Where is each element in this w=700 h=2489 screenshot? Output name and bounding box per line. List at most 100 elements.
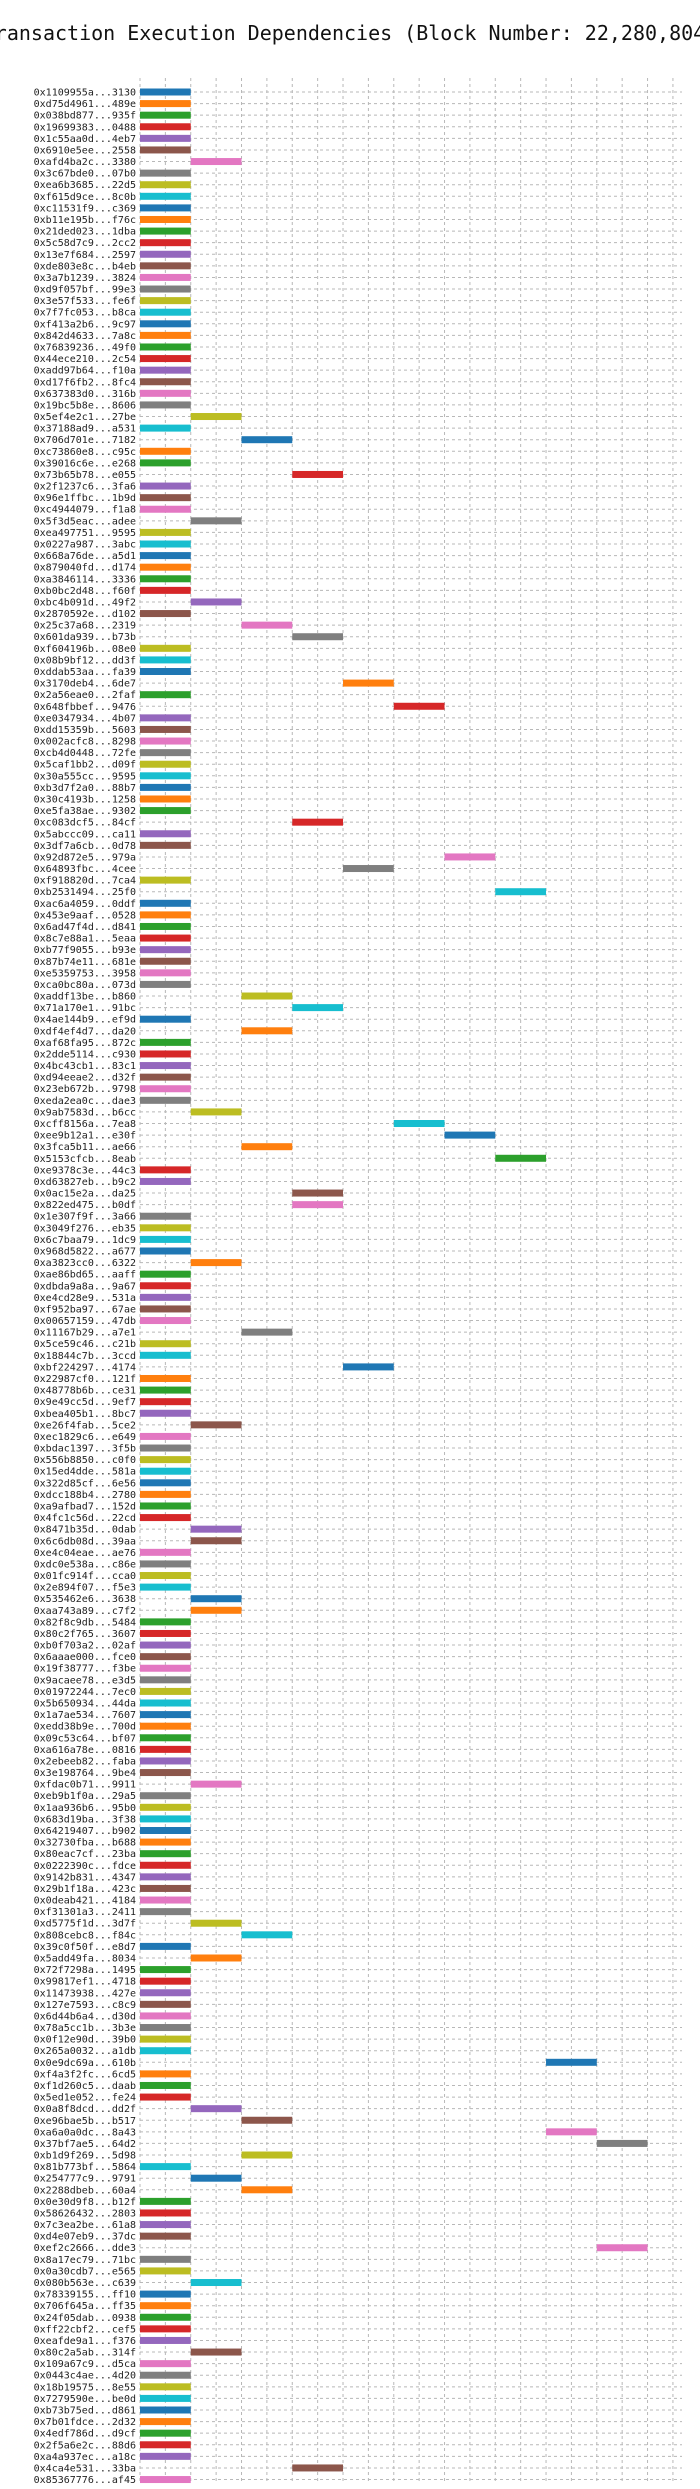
transaction-bar xyxy=(140,494,191,502)
y-tick-label: 0x2f5a6e2c...88d6 xyxy=(34,2440,136,2451)
transaction-bar xyxy=(140,273,191,281)
chart-title: Transaction Execution Dependencies (Bloc… xyxy=(0,21,700,45)
transaction-bar xyxy=(140,1641,191,1649)
y-tick-label: 0x3a7b1239...3824 xyxy=(34,273,136,284)
transaction-bar xyxy=(140,1293,191,1301)
y-tick-label: 0xbea405b1...8bc7 xyxy=(34,1409,136,1420)
y-tick-label: 0xff22cbf2...cef5 xyxy=(34,2324,136,2335)
transaction-bar xyxy=(140,2000,191,2008)
transaction-bar xyxy=(140,2394,191,2402)
y-tick-label: 0xedd38b9e...700d xyxy=(34,1722,136,1733)
y-tick-label: 0x7279590e...be0d xyxy=(34,2394,136,2405)
transaction-bar xyxy=(140,2255,191,2263)
transaction-bar xyxy=(140,1096,191,1104)
transaction-bar xyxy=(140,1467,191,1475)
y-tick-label: 0x78a5cc1b...3b3e xyxy=(34,2023,136,2034)
y-tick-label: 0xa6a0a0dc...8a43 xyxy=(34,2127,136,2138)
transaction-bar xyxy=(140,1479,191,1487)
y-tick-label: 0x78339155...ff10 xyxy=(34,2290,136,2301)
transaction-bar xyxy=(140,2232,191,2240)
transaction-bar xyxy=(140,1722,191,1730)
transaction-bar xyxy=(190,413,242,421)
y-tick-label: 0xa4a937ec...a18c xyxy=(34,2452,136,2463)
transaction-bar xyxy=(140,1977,191,1985)
transaction-bar xyxy=(140,2197,191,2205)
y-tick-label: 0xbc4b091d...49f2 xyxy=(34,597,136,608)
transaction-bar xyxy=(190,1954,242,1962)
transaction-bar xyxy=(140,1247,191,1255)
transaction-bar xyxy=(140,1050,191,1058)
transaction-bar xyxy=(140,2290,191,2298)
y-tick-label: 0x8a17ec79...71bc xyxy=(34,2255,136,2266)
transaction-bar xyxy=(393,1120,445,1128)
transaction-bar xyxy=(140,1177,191,1185)
transaction-bar xyxy=(190,1421,242,1429)
transaction-bar xyxy=(292,1201,344,1209)
transaction-bar xyxy=(140,969,191,977)
y-tick-label: 0xf952ba97...67ae xyxy=(34,1304,136,1315)
transaction-bar xyxy=(140,215,191,223)
y-tick-label: 0xadd97b64...f10a xyxy=(34,366,136,377)
y-tick-label: 0x5f3d5eac...adee xyxy=(34,516,136,527)
y-tick-label: 0xfdac0b71...9911 xyxy=(34,1780,136,1791)
y-tick-label: 0xee9b12a1...e30f xyxy=(34,1131,136,1142)
transaction-bar xyxy=(140,1351,191,1359)
transaction-bar xyxy=(140,1653,191,1661)
y-tick-label: 0xf1d260c5...daab xyxy=(34,2081,136,2092)
transaction-bar xyxy=(190,158,242,166)
y-tick-label: 0xbdac1397...3f5b xyxy=(34,1444,136,1455)
y-tick-label: 0x48778b6b...ce31 xyxy=(34,1386,136,1397)
y-tick-label: 0xdcc188b4...2780 xyxy=(34,1490,136,1501)
y-tick-label: 0x2870592e...d102 xyxy=(34,609,136,620)
transaction-bar xyxy=(140,760,191,768)
y-tick-label: 0x37188ad9...a531 xyxy=(34,424,136,435)
y-tick-label: 0x23eb672b...9798 xyxy=(34,1084,136,1095)
transaction-bar xyxy=(140,2267,191,2275)
transaction-bar xyxy=(140,134,191,142)
transaction-bar xyxy=(140,262,191,270)
transaction-bar xyxy=(140,1734,191,1742)
transaction-bar xyxy=(140,239,191,247)
transaction-bar xyxy=(140,749,191,757)
y-tick-label: 0xa9afbad7...152d xyxy=(34,1501,136,1512)
y-tick-label: 0x1109955a...3130 xyxy=(34,88,136,99)
y-tick-label: 0x09c53c64...bf07 xyxy=(34,1733,136,1744)
transaction-bar xyxy=(140,227,191,235)
y-tick-label: 0xef2c2666...dde3 xyxy=(34,2243,136,2254)
y-tick-label: 0x9acaee78...e3d5 xyxy=(34,1675,136,1686)
transaction-bar xyxy=(140,575,191,583)
transaction-bar xyxy=(140,1873,191,1881)
y-tick-label: 0xd17f6fb2...8fc4 xyxy=(34,377,136,388)
transaction-bar xyxy=(140,1235,191,1243)
y-tick-label: 0x82f8c9db...5484 xyxy=(34,1617,136,1628)
transaction-bar xyxy=(140,2313,191,2321)
transaction-bar xyxy=(140,2325,191,2333)
transaction-bar xyxy=(140,88,191,96)
y-tick-label: 0x3df7a6cb...0d78 xyxy=(34,841,136,852)
y-tick-label: 0xaddf13be...b860 xyxy=(34,992,136,1003)
y-tick-label: 0xe4c04eae...ae76 xyxy=(34,1548,136,1559)
y-tick-label: 0x3e57f533...fe6f xyxy=(34,296,136,307)
y-tick-label: 0x5b650934...44da xyxy=(34,1699,136,1710)
transaction-bar xyxy=(190,1525,242,1533)
transaction-bar xyxy=(140,1618,191,1626)
transaction-bar xyxy=(140,1444,191,1452)
transaction-bar xyxy=(140,2302,191,2310)
transaction-bar xyxy=(241,2116,293,2124)
y-tick-label: 0x0227a987...3abc xyxy=(34,540,136,551)
y-tick-label: 0x601da939...b73b xyxy=(34,632,136,643)
y-tick-label: 0x29b1f18a...423c xyxy=(34,1884,136,1895)
y-tick-label: 0xb77f9055...b93e xyxy=(34,945,136,956)
transaction-bar xyxy=(140,2093,191,2101)
transaction-bar xyxy=(140,1317,191,1325)
transaction-bar xyxy=(140,2070,191,2078)
y-tick-label: 0xb3d7f2a0...88b7 xyxy=(34,783,136,794)
transaction-bar xyxy=(140,1085,191,1093)
y-tick-label: 0xf413a2b6...9c97 xyxy=(34,319,136,330)
transaction-bar xyxy=(140,169,191,177)
y-tick-label: 0x5caf1bb2...d09f xyxy=(34,760,136,771)
y-tick-label: 0xbf224297...4174 xyxy=(34,1362,136,1373)
y-tick-label: 0x3c67bde0...07b0 xyxy=(34,169,136,180)
y-tick-label: 0xeb9b1f0a...29a5 xyxy=(34,1791,136,1802)
